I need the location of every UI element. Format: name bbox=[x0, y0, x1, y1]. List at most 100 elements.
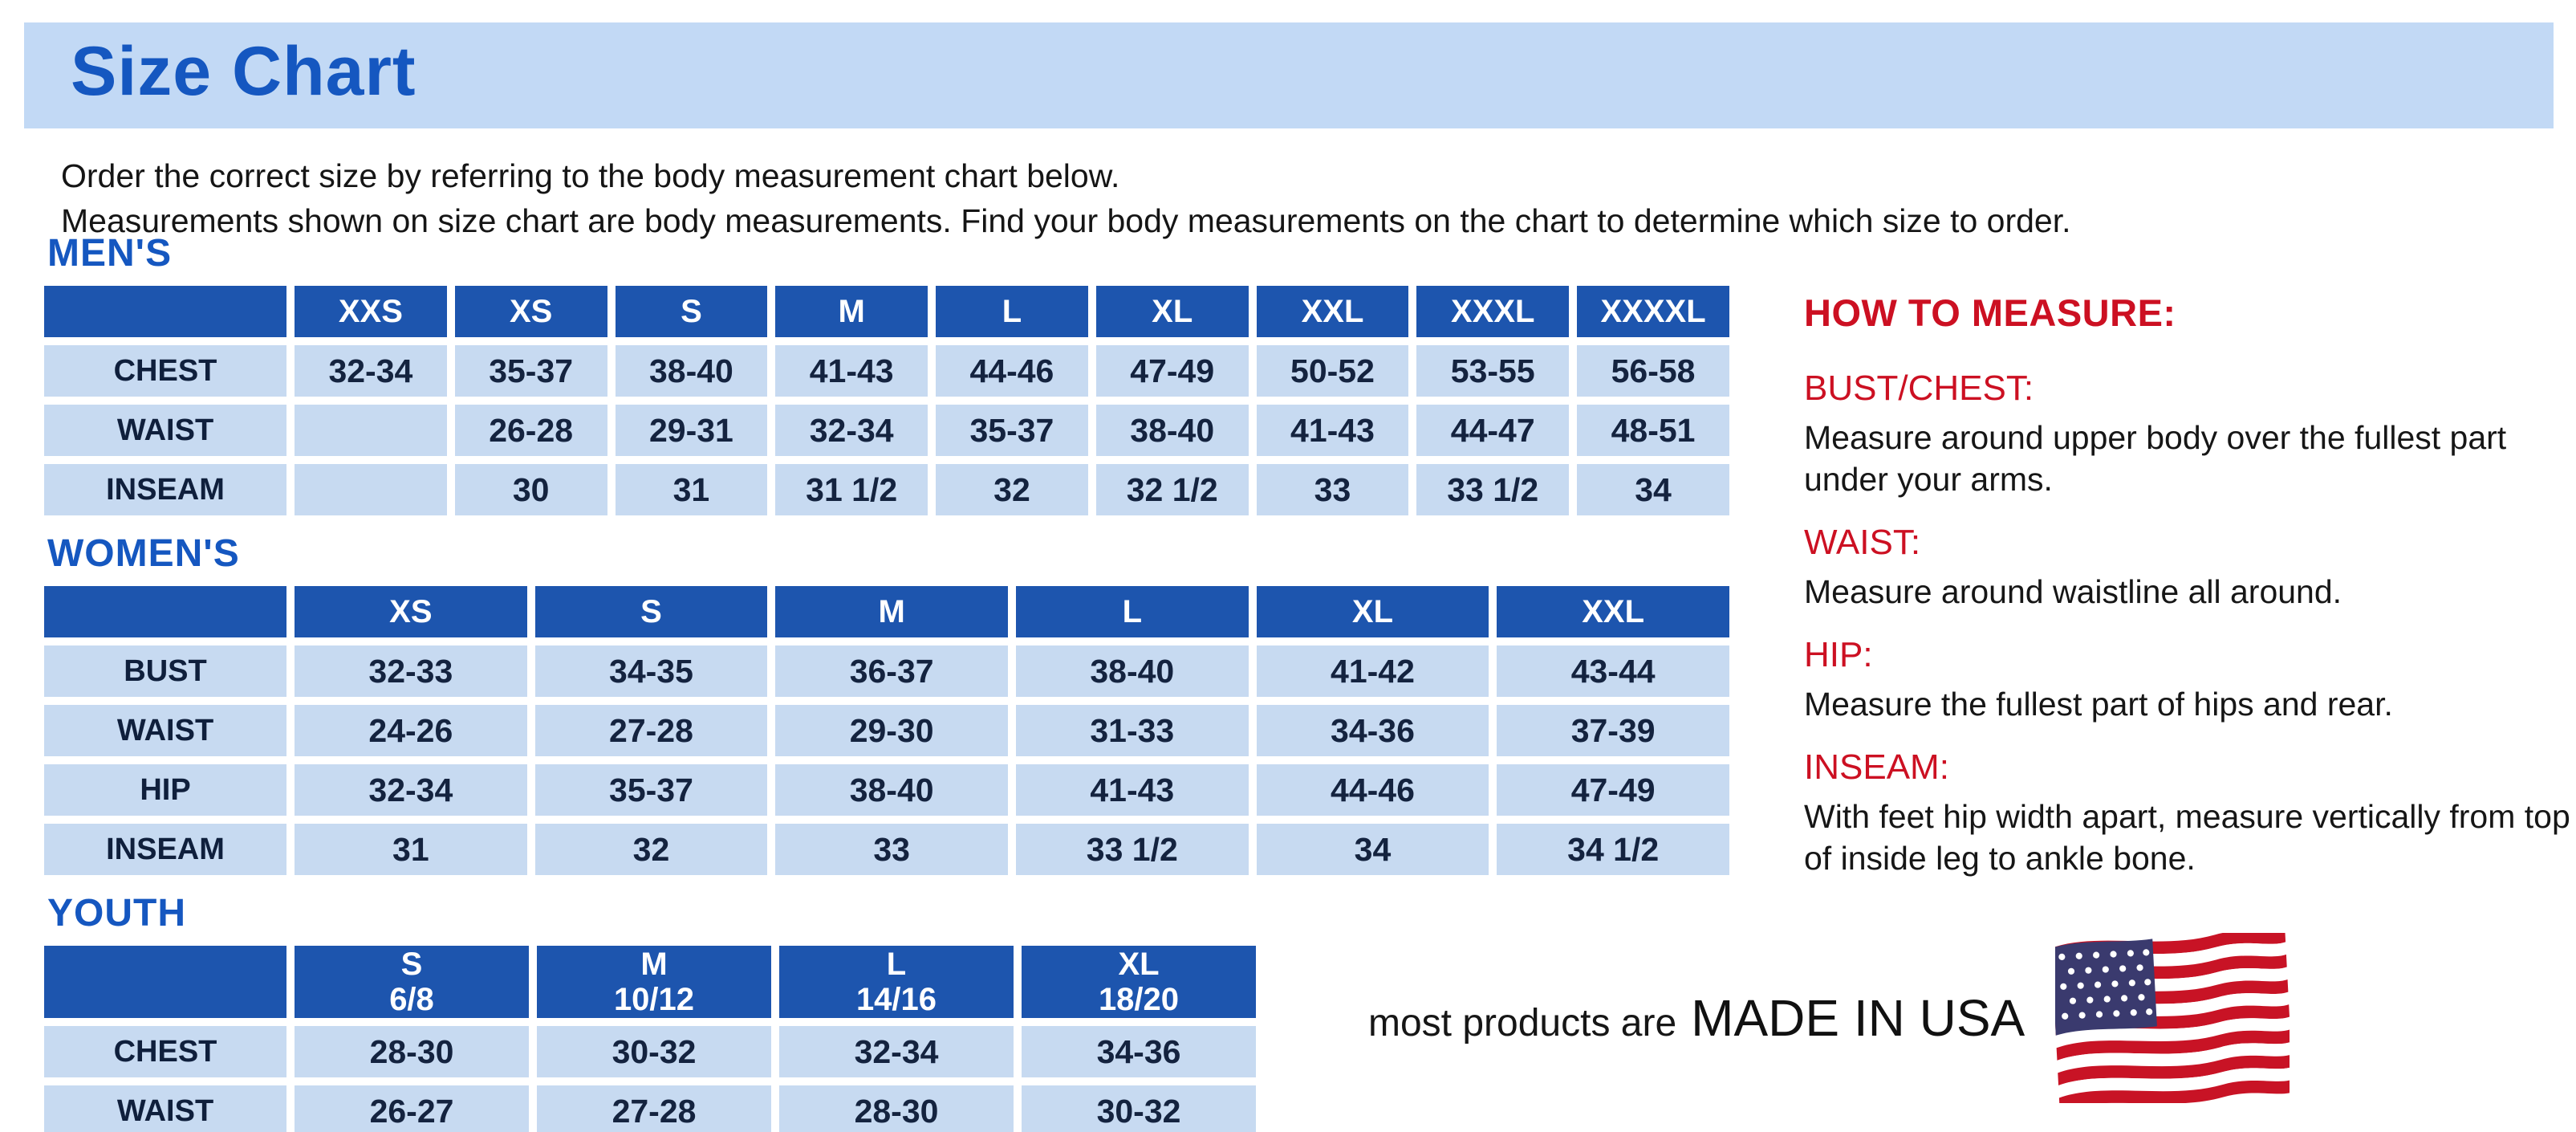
measurement-cell: 48-51 bbox=[1577, 405, 1729, 456]
measurement-cell: 28-30 bbox=[779, 1085, 1014, 1132]
size-column-header: S 6/8 bbox=[295, 946, 529, 1018]
size-column-header: L bbox=[1015, 586, 1249, 637]
row-label: BUST bbox=[44, 645, 286, 697]
size-column-header: M bbox=[775, 586, 1008, 637]
size-column-header: S bbox=[615, 286, 768, 337]
measurement-cell: 30-32 bbox=[1022, 1085, 1256, 1132]
size-column-header: XL bbox=[1256, 586, 1489, 637]
made-in-usa-line: most products are MADE IN USA bbox=[1368, 933, 2290, 1103]
measurement-cell: 32-34 bbox=[295, 345, 447, 397]
measurement-cell: 38-40 bbox=[1095, 405, 1249, 456]
measure-label: BUST/CHEST: bbox=[1804, 369, 2034, 408]
measurement-cell: 33 bbox=[1256, 464, 1409, 515]
measure-text: With feet hip width apart, measure verti… bbox=[1804, 798, 2570, 878]
measurement-cell: 27-28 bbox=[537, 1085, 771, 1132]
how-to-measure-title: HOW TO MEASURE: bbox=[1804, 291, 2176, 334]
table-row: CHEST 28-30 30-32 32-34 34-36 bbox=[44, 1026, 1256, 1077]
measurement-cell: 34 1/2 bbox=[1497, 824, 1729, 875]
size-column-header: XS bbox=[454, 286, 607, 337]
section-heading-womens: WOMEN'S bbox=[47, 532, 240, 575]
measurement-cell: 35-37 bbox=[534, 764, 768, 816]
row-label: INSEAM bbox=[44, 824, 286, 875]
table-row: CHEST 32-34 35-37 38-40 41-43 44-46 47-49 50-52… bbox=[44, 345, 1729, 397]
measurement-cell: 34-36 bbox=[1022, 1026, 1256, 1077]
intro-line-2: Measurements shown on size chart are bod… bbox=[61, 202, 2071, 239]
intro-text: Order the correct size by referring to t… bbox=[61, 157, 2071, 246]
corner-cell bbox=[44, 586, 286, 637]
measurement-cell: 34-35 bbox=[534, 645, 768, 697]
measurement-cell: 32 bbox=[936, 464, 1088, 515]
row-label: CHEST bbox=[44, 345, 286, 397]
section-heading-mens: MEN'S bbox=[47, 232, 173, 275]
corner-cell bbox=[44, 286, 286, 337]
row-label: HIP bbox=[44, 764, 286, 816]
table-row: INSEAM 30 31 31 1/2 32 32 1/2 33 33 1/2 34 bbox=[44, 464, 1729, 515]
size-column-header: XS bbox=[295, 586, 527, 637]
size-column-header: XXXXL bbox=[1577, 286, 1729, 337]
size-column-header: XXL bbox=[1256, 286, 1409, 337]
measurement-cell: 41-43 bbox=[1256, 405, 1409, 456]
measurement-cell: 33 bbox=[775, 824, 1008, 875]
measurement-cell: 41-43 bbox=[1015, 764, 1249, 816]
table-row: WAIST 26-27 27-28 28-30 30-32 bbox=[44, 1085, 1256, 1132]
section-heading-youth: YOUTH bbox=[47, 892, 186, 935]
measurement-cell: 32-33 bbox=[295, 645, 527, 697]
measurement-cell: 38-40 bbox=[615, 345, 768, 397]
measurement-cell: 53-55 bbox=[1416, 345, 1570, 397]
size-column-header: XL 18/20 bbox=[1022, 946, 1256, 1018]
measurement-cell: 41-42 bbox=[1256, 645, 1489, 697]
size-column-header: L bbox=[936, 286, 1088, 337]
measurement-cell: 35-37 bbox=[454, 345, 607, 397]
measurement-cell: 31 1/2 bbox=[775, 464, 928, 515]
measurement-cell: 29-31 bbox=[615, 405, 768, 456]
measure-text: Measure the fullest part of hips and rea… bbox=[1804, 686, 2393, 723]
size-column-header: L 14/16 bbox=[779, 946, 1014, 1018]
measurement-cell: 28-30 bbox=[295, 1026, 529, 1077]
table-row: INSEAM 31 32 33 33 1/2 34 34 1/2 bbox=[44, 824, 1729, 875]
measurement-cell bbox=[295, 405, 447, 456]
measure-item-waist: WAIST: Measure around waistline all arou… bbox=[1804, 523, 2574, 613]
made-in-usa-text: most products are MADE IN USA bbox=[1368, 988, 2025, 1048]
size-header-row: XXS XS S M L XL XXL XXXL XXXXL bbox=[44, 286, 1729, 337]
row-label: WAIST bbox=[44, 405, 286, 456]
row-label: WAIST bbox=[44, 1085, 286, 1132]
size-column-header: M bbox=[775, 286, 928, 337]
measurement-cell bbox=[295, 464, 447, 515]
how-to-measure-column: HOW TO MEASURE: BUST/CHEST: Measure arou… bbox=[1804, 291, 2574, 879]
measure-item-hip: HIP: Measure the fullest part of hips an… bbox=[1804, 635, 2574, 725]
size-tables-column: MEN'S XXS XS S M L XL XXL XXXL XXXXL CHEST 32-34 35… bbox=[44, 234, 1761, 1132]
measure-text: Measure around upper body over the fulle… bbox=[1804, 419, 2507, 499]
measurement-cell: 44-46 bbox=[936, 345, 1088, 397]
youth-size-table: S 6/8 M 10/12 L 14/16 XL 18/20 CHEST 28-30 30-… bbox=[36, 938, 1264, 1132]
measurement-cell: 26-27 bbox=[295, 1085, 529, 1132]
size-header-row: XS S M L XL XXL bbox=[44, 586, 1729, 637]
measurement-cell: 29-30 bbox=[775, 705, 1008, 756]
row-label: CHEST bbox=[44, 1026, 286, 1077]
usa-flag-icon bbox=[2055, 933, 2290, 1103]
measurement-cell: 27-28 bbox=[534, 705, 768, 756]
intro-line-1: Order the correct size by referring to t… bbox=[61, 157, 1120, 194]
measurement-cell: 34 bbox=[1256, 824, 1489, 875]
measurement-cell: 44-46 bbox=[1256, 764, 1489, 816]
measure-item-bust-chest: BUST/CHEST: Measure around upper body ov… bbox=[1804, 369, 2574, 500]
corner-cell bbox=[44, 946, 286, 1018]
measurement-cell: 30 bbox=[454, 464, 607, 515]
page-title-banner: Size Chart bbox=[24, 22, 2554, 128]
size-column-header: XL bbox=[1095, 286, 1249, 337]
measurement-cell: 38-40 bbox=[1015, 645, 1249, 697]
measurement-cell: 47-49 bbox=[1497, 764, 1729, 816]
measurement-cell: 32-34 bbox=[295, 764, 527, 816]
table-row: BUST 32-33 34-35 36-37 38-40 41-42 43-44 bbox=[44, 645, 1729, 697]
measurement-cell: 31 bbox=[615, 464, 768, 515]
page-title: Size Chart bbox=[71, 33, 416, 110]
measure-text: Measure around waistline all around. bbox=[1804, 573, 2342, 611]
womens-size-table: XS S M L XL XXL BUST 32-33 34-35 36-37 38-40 41-42 4… bbox=[36, 578, 1737, 883]
size-column-header: XXL bbox=[1497, 586, 1729, 637]
table-row: WAIST 24-26 27-28 29-30 31-33 34-36 37-39 bbox=[44, 705, 1729, 756]
table-row: WAIST 26-28 29-31 32-34 35-37 38-40 41-43 44-47… bbox=[44, 405, 1729, 456]
measurement-cell: 56-58 bbox=[1577, 345, 1729, 397]
measurement-cell: 34 bbox=[1577, 464, 1729, 515]
measurement-cell: 35-37 bbox=[936, 405, 1088, 456]
row-label: WAIST bbox=[44, 705, 286, 756]
